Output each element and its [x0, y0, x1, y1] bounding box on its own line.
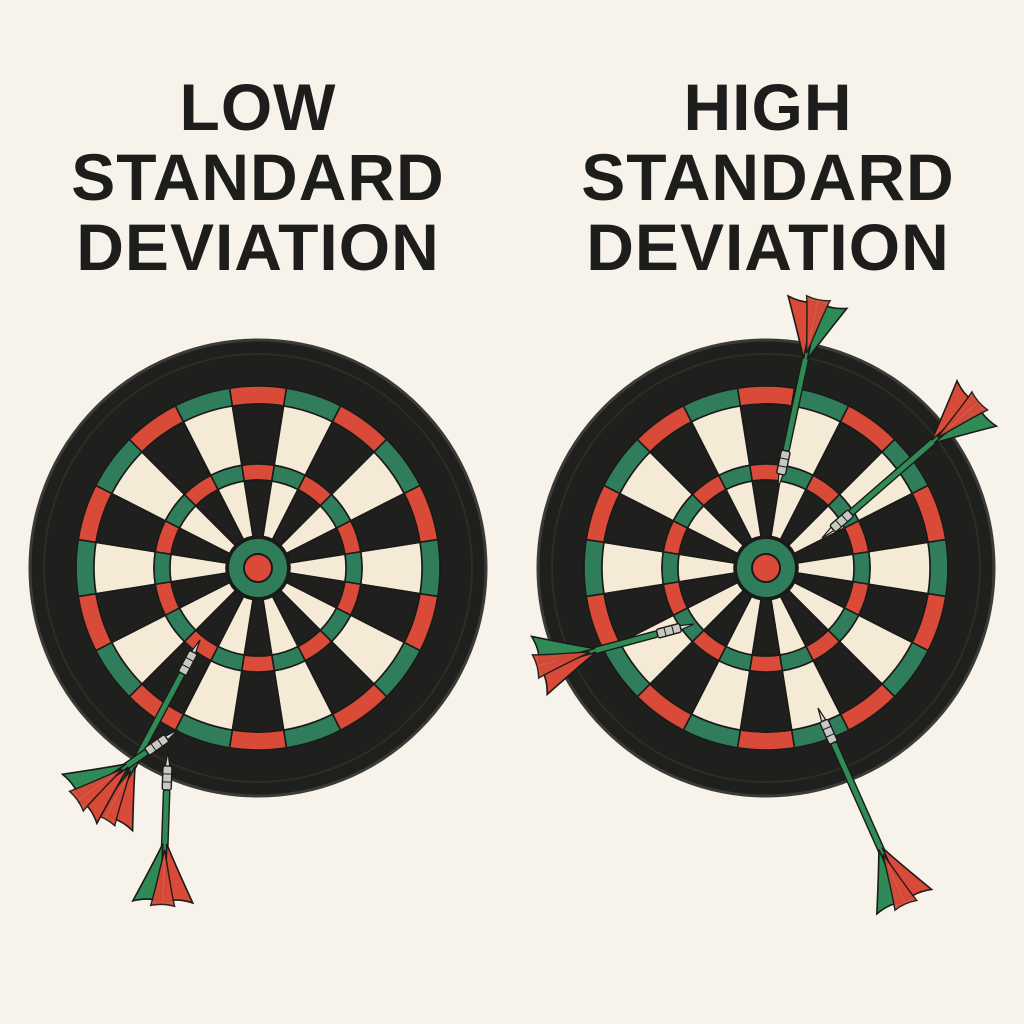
darts-high-std-dev	[530, 294, 999, 916]
dart-barrel-groove	[778, 465, 788, 468]
dart-barrel-groove	[150, 743, 157, 752]
treble-ring-segment	[344, 550, 363, 586]
bullseye	[751, 553, 781, 583]
treble-ring-segment	[240, 654, 276, 673]
dart-flight	[882, 853, 919, 912]
board-rim-ring	[551, 353, 981, 783]
dart	[530, 623, 695, 697]
dartboard-high-std-dev	[536, 338, 996, 798]
dart-flight	[936, 390, 990, 439]
double-ring-segment	[75, 538, 97, 598]
dart-barrel-groove	[835, 519, 842, 528]
title-line: STANDARD	[71, 140, 445, 214]
bullseye	[243, 553, 273, 583]
title-line: LOW	[179, 70, 337, 144]
dart	[817, 707, 934, 916]
dart-flight	[68, 768, 123, 813]
double-ring-segment	[736, 729, 796, 751]
dart	[776, 294, 849, 489]
dartboard-low-std-dev	[28, 338, 488, 798]
title-line: STANDARD	[581, 140, 955, 214]
high-std-dev-title: HIGH STANDARD DEVIATION	[538, 72, 998, 282]
dart-barrel-groove	[663, 627, 667, 637]
title-line: DEVIATION	[76, 210, 440, 284]
treble-ring-segment	[661, 550, 680, 586]
double-ring-segment	[583, 538, 605, 598]
dart	[821, 378, 999, 539]
double-ring-segment	[927, 538, 949, 598]
title-line: HIGH	[683, 70, 853, 144]
dart-barrel-groove	[841, 514, 848, 523]
dart-barrel-groove	[185, 656, 194, 662]
dart-barrel-groove	[779, 457, 789, 461]
dart-flight	[531, 651, 591, 680]
double-ring-segment	[228, 729, 288, 751]
inner-single-segment	[216, 480, 254, 541]
dart-flight	[149, 849, 176, 908]
double-ring-segment	[736, 385, 796, 407]
dart-flight	[805, 294, 832, 354]
double-ring-segment	[228, 385, 288, 407]
dart-barrel	[161, 765, 173, 791]
dart-barrel-groove	[156, 738, 163, 747]
inner-single-segment	[724, 480, 762, 541]
low-std-dev-title: LOW STANDARD DEVIATION	[28, 72, 488, 282]
dart-barrel-groove	[825, 733, 835, 738]
treble-ring-segment	[748, 654, 784, 673]
darts-low-std-dev	[60, 639, 201, 908]
board-rim-ring	[43, 353, 473, 783]
dart	[60, 729, 179, 826]
dart-barrel-groove	[671, 625, 675, 635]
treble-ring-segment	[153, 550, 172, 586]
dart-barrel-groove	[181, 663, 191, 670]
double-ring-segment	[419, 538, 441, 598]
title-line: DEVIATION	[586, 210, 950, 284]
treble-ring-segment	[240, 463, 276, 482]
treble-ring-segment	[852, 550, 871, 586]
dart-barrel-groove	[822, 725, 832, 731]
dart	[131, 751, 195, 908]
